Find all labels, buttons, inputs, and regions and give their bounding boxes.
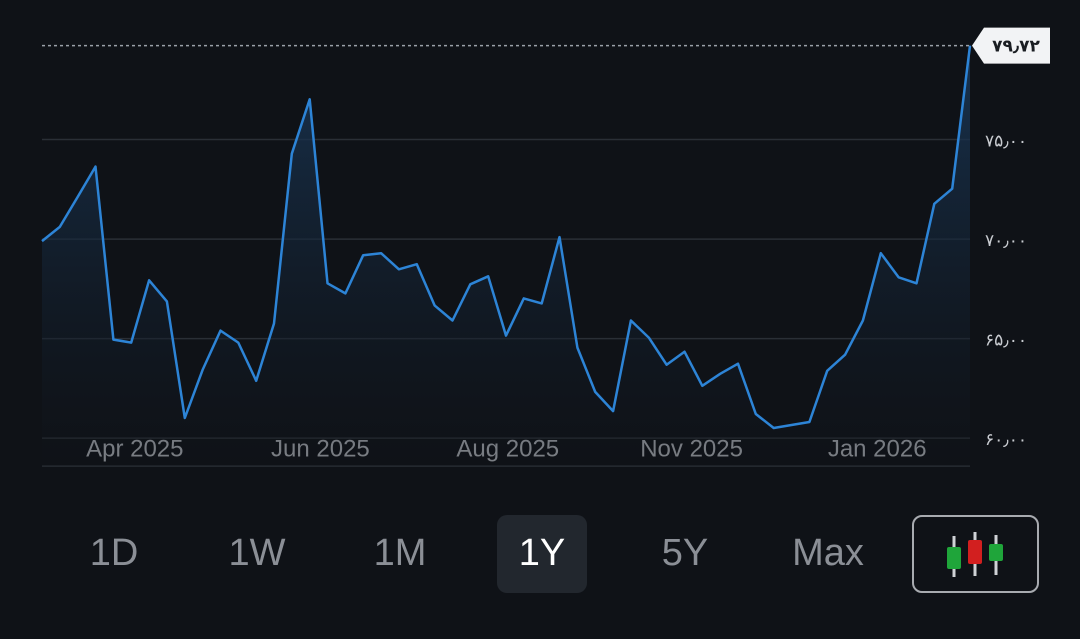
range-button[interactable]: 1Y [519,532,565,574]
y-tick-label: ۷۵٫۰۰ [985,132,1027,152]
candlestick-icon [947,532,1003,577]
range-button[interactable]: 1D [90,532,139,574]
selected-range-bg [497,515,587,593]
last-price-tag [972,27,1050,64]
area-fill [42,45,970,466]
range-button[interactable]: Max [792,532,864,574]
range-button[interactable]: 1M [374,532,427,574]
last-price-label: ۷۹٫۷۲ [992,37,1040,57]
range-button[interactable]: 1W [229,532,286,574]
y-tick-label: ۷۰٫۰۰ [985,231,1027,251]
range-button[interactable]: 5Y [662,532,708,574]
y-tick-label: ۶۵٫۰۰ [985,331,1027,351]
chart-style-button[interactable] [912,515,1039,593]
price-line [41,45,972,430]
y-tick-label: ۶۰٫۰۰ [985,430,1027,450]
